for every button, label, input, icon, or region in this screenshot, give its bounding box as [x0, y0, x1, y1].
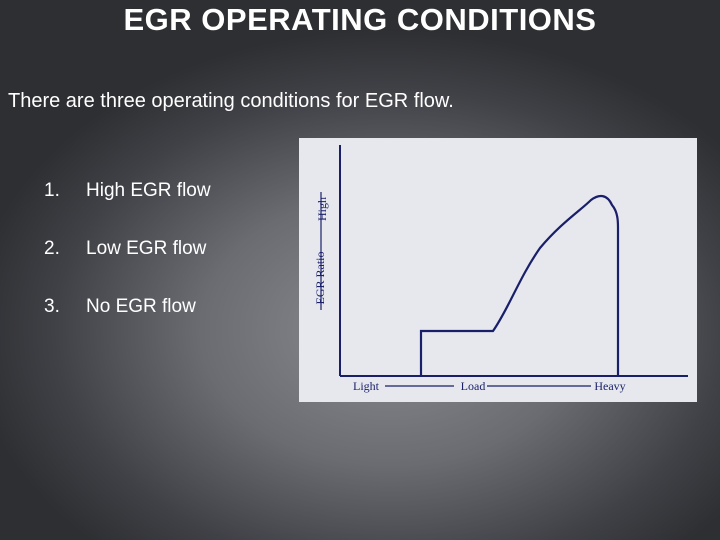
- y-axis-high: High: [315, 197, 329, 221]
- list-number: 1.: [44, 180, 60, 201]
- list-text: High EGR flow: [86, 180, 211, 201]
- x-axis-label: Light: [353, 379, 380, 393]
- x-axis-label: Heavy: [594, 379, 625, 393]
- intro-text: There are three operating conditions for…: [8, 90, 454, 112]
- list-text: No EGR flow: [86, 296, 196, 317]
- figure-background: [299, 138, 697, 402]
- x-axis-label: Load: [461, 379, 486, 393]
- slide-title: EGR OPERATING CONDITIONS: [123, 2, 597, 37]
- list-number: 3.: [44, 296, 60, 317]
- y-axis-label: EGR Ratio: [313, 252, 327, 305]
- egr-figure: EGR Ratio High Light Load Heavy: [299, 138, 697, 402]
- list-number: 2.: [44, 238, 60, 259]
- list-text: Low EGR flow: [86, 238, 207, 259]
- egr-curve: [419, 194, 620, 376]
